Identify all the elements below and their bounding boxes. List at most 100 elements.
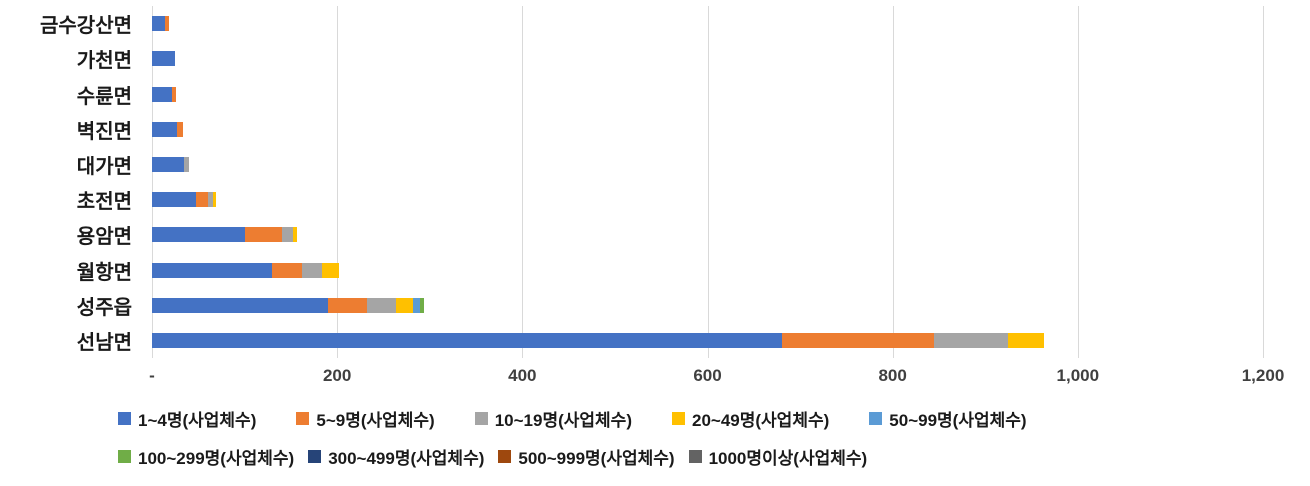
- legend-item: 50~99명(사업체수): [869, 406, 1027, 431]
- legend-row: 100~299명(사업체수) 300~499명(사업체수) 500~999명(사업체…: [118, 444, 1300, 469]
- bar-segment: [152, 156, 185, 172]
- bar-segment: [152, 51, 176, 67]
- bar-row: [152, 147, 1263, 182]
- bar-segment: [152, 227, 245, 243]
- bar-segment: [207, 192, 214, 208]
- legend-item: 1~4명(사업체수): [118, 406, 256, 431]
- legend-swatch-icon: [296, 412, 310, 425]
- category-label: 선남면: [76, 331, 132, 354]
- bar-segment: [396, 297, 414, 313]
- bar-row: [152, 6, 1263, 41]
- x-axis-ticks: - 200 400 600 800 1,000 1,200: [149, 366, 1284, 390]
- bar-segment: [152, 192, 197, 208]
- bar-segment: [1008, 332, 1044, 348]
- legend-item: 1000명이상(사업체수): [688, 444, 868, 469]
- bar-segment: [244, 227, 282, 243]
- bar-segment: [366, 297, 397, 313]
- legend-item: 5~9명(사업체수): [296, 406, 435, 431]
- category-label: 벽진면: [76, 120, 132, 143]
- legend-label: 50~99명(사업체수): [889, 411, 1027, 430]
- bar-segment: [164, 16, 169, 32]
- gridline: [152, 6, 153, 358]
- category-label: 수륜면: [76, 85, 132, 108]
- legend-swatch-icon: [498, 450, 512, 463]
- bar-segment: [176, 121, 183, 137]
- legend-swatch-icon: [118, 450, 131, 463]
- bar-segment: [152, 332, 782, 348]
- category-label: 월항면: [76, 261, 132, 284]
- legend-swatch-icon: [869, 412, 883, 425]
- x-tick-label: 1,000: [1056, 366, 1100, 385]
- bar-row: [152, 323, 1263, 358]
- category-label: 용암면: [76, 226, 132, 249]
- gridline: [522, 6, 524, 358]
- bar-segment: [152, 86, 173, 102]
- bar-segment: [272, 262, 302, 278]
- bar-row: [152, 217, 1263, 252]
- bar-segment: [152, 16, 165, 32]
- legend-label: 100~299명(사업체수): [138, 449, 295, 468]
- legend-swatch-icon: [118, 412, 131, 425]
- legend-item: 20~49명(사업체수): [672, 406, 829, 431]
- bar-segment: [420, 297, 425, 313]
- legend-item: 100~299명(사업체수): [118, 444, 294, 469]
- x-tick-label: 1,200: [1241, 366, 1285, 385]
- bar-stack: [152, 156, 190, 172]
- bar-segment: [196, 192, 208, 208]
- x-tick-label: -: [149, 366, 155, 385]
- category-label: 초전면: [76, 191, 132, 214]
- bar-segment: [934, 332, 1009, 348]
- x-tick-label: 200: [322, 366, 352, 385]
- legend-label: 500~999명(사업체수): [518, 449, 675, 468]
- legend-swatch-icon: [688, 450, 702, 463]
- plot-area: [152, 6, 1264, 358]
- legend-row: 1~4명(사업체수) 5~9명(사업체수) 10~19명(사업체수) 20~49명(사…: [118, 406, 1300, 431]
- bar-segment: [327, 297, 367, 313]
- gridline: [707, 6, 709, 358]
- bar-stack: [152, 16, 169, 32]
- bar-stack: [152, 332, 1044, 348]
- bar-row: [152, 76, 1263, 111]
- gridline: [337, 6, 339, 358]
- bar-stack: [152, 297, 425, 313]
- gridline: [1263, 6, 1264, 358]
- bar-row: [152, 112, 1263, 147]
- legend-label: 10~19명(사업체수): [494, 411, 632, 430]
- bar-rows: [152, 6, 1263, 358]
- legend-label: 5~9명(사업체수): [316, 411, 435, 430]
- bar-stack: [152, 86, 177, 102]
- x-tick-label: 600: [693, 366, 722, 385]
- category-label: 성주읍: [76, 296, 132, 319]
- gridline: [892, 6, 894, 358]
- bar-segment: [152, 262, 273, 278]
- bar-stack: [152, 227, 298, 243]
- legend-swatch-icon: [474, 412, 488, 425]
- bar-segment: [413, 297, 421, 313]
- y-axis-labels: 금수강산면 가천면 수륜면 벽진면 대가면 초전면 용암면 월항면 성주읍 선남면: [0, 6, 142, 358]
- legend-label: 1000명이상(사업체수): [708, 449, 868, 468]
- x-tick-label: 400: [508, 366, 537, 385]
- bar-segment: [152, 121, 177, 137]
- legend-item: 500~999명(사업체수): [498, 444, 675, 469]
- bar-row: [152, 288, 1263, 323]
- category-label: 금수강산면: [40, 15, 132, 38]
- bar-segment: [152, 297, 328, 313]
- legend-swatch-icon: [672, 412, 685, 425]
- gridline: [1077, 6, 1079, 358]
- bar-row: [152, 252, 1263, 287]
- legend: 1~4명(사업체수) 5~9명(사업체수) 10~19명(사업체수) 20~49명(사…: [118, 406, 1300, 482]
- legend-item: 10~19명(사업체수): [474, 406, 632, 431]
- legend-label: 20~49명(사업체수): [692, 411, 830, 430]
- bar-stack: [152, 51, 176, 67]
- bar-stack: [152, 121, 183, 137]
- bar-segment: [322, 262, 339, 278]
- bar-segment: [213, 192, 216, 208]
- legend-label: 300~499명(사업체수): [328, 449, 485, 468]
- bar-row: [152, 182, 1263, 217]
- bar-segment: [172, 86, 177, 102]
- bar-segment: [292, 227, 298, 243]
- legend-label: 1~4명(사업체수): [138, 411, 257, 430]
- bar-segment: [301, 262, 323, 278]
- bar-segment: [281, 227, 293, 243]
